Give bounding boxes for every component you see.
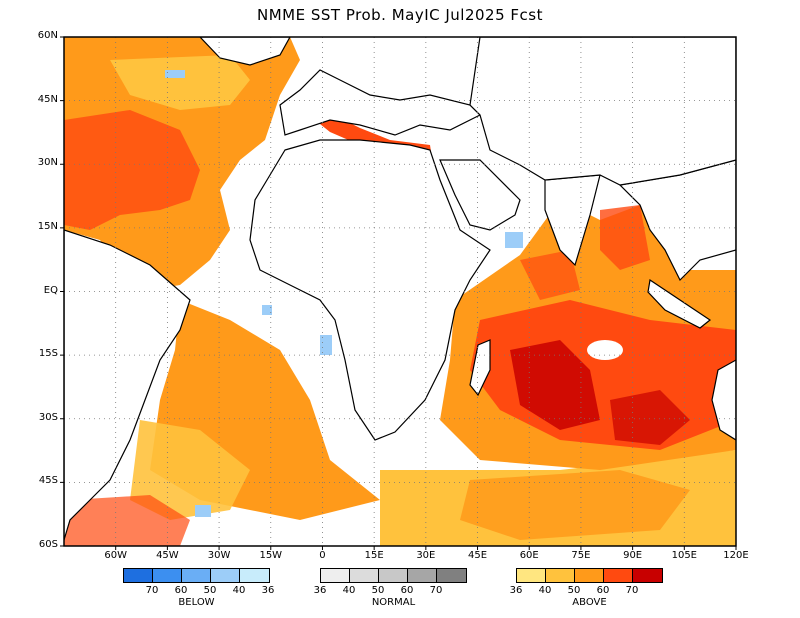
latitude-label: 45N [37,93,58,105]
north-atlantic-strong-area [64,110,200,230]
below-normal-spot [165,70,185,78]
legend-swatch [408,569,437,582]
legend-tick-label: 60 [596,585,610,596]
latitude-label: 60S [38,539,58,550]
legend-swatch [240,569,269,582]
below-normal-spot [320,335,332,355]
legend-tick-label: 36 [261,585,275,596]
legend-normal-label: NORMAL [371,597,416,608]
africa-coastline [249,139,491,441]
asia-north-coastline [469,37,736,186]
longitude-label: 0 [319,550,326,561]
longitude-label: 75E [571,550,591,561]
legend-tick-label: 40 [538,585,552,596]
legend-normal: 36 40 50 60 70 NORMAL [314,568,467,608]
legend-tick-label: 50 [203,585,217,596]
arabian-sea-area [520,250,580,300]
below-normal-spot [195,505,211,517]
coastlines [64,37,736,541]
longitude-label: 45W [156,550,179,561]
legend-swatch [321,569,350,582]
legend-tick-label: 70 [625,585,639,596]
below-normal-spot [262,305,272,315]
longitude-label: 15W [259,550,283,561]
longitude-label: 30W [207,550,231,561]
longitude-label: 15E [364,550,384,561]
legend-swatch [124,569,153,582]
legend-below: 70 60 50 40 36 BELOW [123,568,275,608]
legend-swatch [604,569,633,582]
latitude-label: 60N [37,30,58,41]
legend-tick-label: 70 [145,585,159,596]
gridlines [64,37,736,546]
longitude-label: 30E [416,550,436,561]
legend-above-label: ABOVE [572,597,607,608]
australia-coastline [711,359,736,441]
legend-tick-label: 60 [400,585,414,596]
longitude-label: 105E [671,550,697,561]
longitude-label: 90E [623,550,643,561]
legend-swatch [379,569,408,582]
greenland-coastline [199,37,291,66]
longitude-label: 60E [519,550,539,561]
longitude-label: 120E [723,550,749,561]
legend-above-colorbar [516,568,663,583]
legend-swatch [633,569,662,582]
legend-below-label: BELOW [178,597,215,608]
europe-coastline [279,69,482,136]
arabia-coastline [439,159,521,231]
legend-tick-label: 40 [232,585,246,596]
legend-above: 36 40 50 60 70 ABOVE [510,568,663,608]
legend-below-colorbar [123,568,270,583]
legend-tick-label: 50 [567,585,581,596]
longitude-label: 60W [104,550,127,561]
below-normal-spot [505,232,523,248]
legend-tick-label: 60 [174,585,188,596]
legend-swatch [517,569,546,582]
latitude-label: 15S [38,348,58,360]
legend-tick-label: 36 [509,585,523,596]
south-atlantic-light-area [130,420,250,520]
sumatra-coastline [647,278,712,329]
longitude-label: 45E [468,550,488,561]
legend-normal-ticks: 36 40 50 60 70 [314,585,467,597]
axis-ticks [60,36,737,550]
southern-ocean-orange-area [460,470,690,540]
legend-tick-label: 36 [313,585,327,596]
legend-normal-colorbar [320,568,467,583]
map-title: NMME SST Prob. MayIC Jul2025 Fcst [257,6,543,24]
legend-swatch [437,569,466,582]
latitude-label: 45S [38,475,58,487]
madagascar-coastline [469,339,491,397]
north-atlantic-light-area [110,55,250,110]
legend-below-ticks: 70 60 50 40 36 [123,585,275,597]
latitude-label: 30N [37,157,58,169]
latitude-label: EQ [43,284,58,296]
legend-swatch [546,569,575,582]
legend-tick-label: 70 [429,585,443,596]
indian-ocean-extreme-area-east [610,390,690,445]
legend-swatch [350,569,379,582]
legend-swatch [211,569,240,582]
indian-ocean-extreme-area [510,340,600,430]
legend-swatch [153,569,182,582]
latitude-label: 30S [38,411,58,423]
legend-swatch [575,569,604,582]
south-west-atlantic-area [64,495,190,546]
bay-of-bengal-area [600,205,650,270]
legend-swatch [182,569,211,582]
legend-above-ticks: 36 40 50 60 70 [510,585,663,597]
legend-tick-label: 40 [342,585,356,596]
legend-tick-label: 50 [371,585,385,596]
indian-ocean-neutral-gap [587,340,623,360]
south-america-coastline [64,229,191,541]
latitude-label: 15N [37,220,58,232]
